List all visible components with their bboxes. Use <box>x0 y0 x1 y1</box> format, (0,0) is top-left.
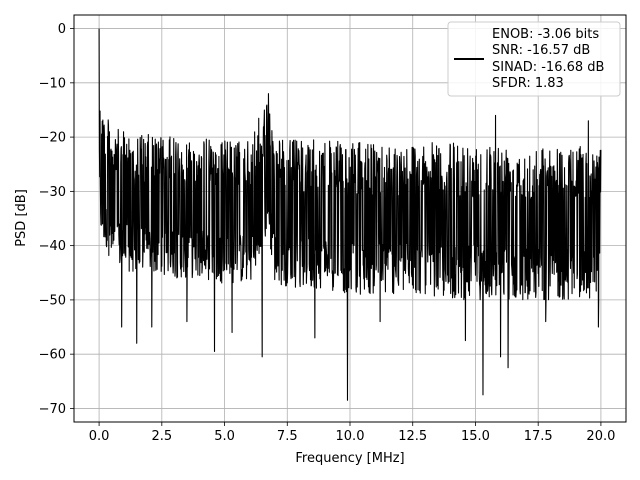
psd-series <box>98 28 602 401</box>
legend-sfdr: SFDR: 1.83 <box>492 76 564 91</box>
psd-line <box>98 28 602 401</box>
legend: ENOB: -3.06 bits SNR: -16.57 dB SINAD: -… <box>447 21 621 97</box>
y-tick-label: −60 <box>39 348 66 363</box>
x-tick-label: 17.5 <box>524 429 553 444</box>
x-tick-label: 0.0 <box>89 429 110 444</box>
y-axis-label: PSD [dB] <box>14 189 29 247</box>
legend-snr: SNR: -16.57 dB <box>492 43 590 58</box>
y-tick-label: −10 <box>39 76 66 91</box>
y-tick-label: −20 <box>39 131 66 146</box>
x-tick-label: 7.5 <box>277 429 298 444</box>
y-tick-label: −50 <box>39 293 66 308</box>
y-axis-ticks: 0 −10 −20 −30 −40 −50 −60 −70 <box>39 22 74 417</box>
plot-area <box>98 28 602 401</box>
y-tick-label: 0 <box>58 22 66 37</box>
y-tick-label: −30 <box>39 185 66 200</box>
legend-enob: ENOB: -3.06 bits <box>492 27 599 42</box>
y-tick-label: −40 <box>39 239 66 254</box>
y-tick-label: −70 <box>39 402 66 417</box>
legend-box <box>447 21 621 97</box>
x-axis-label: Frequency [MHz] <box>295 451 404 466</box>
x-tick-label: 2.5 <box>151 429 172 444</box>
x-axis-ticks: 0.0 2.5 5.0 7.5 10.0 12.5 15.0 17.5 20.0 <box>89 422 615 444</box>
legend-sinad: SINAD: -16.68 dB <box>492 60 604 75</box>
x-tick-label: 20.0 <box>586 429 615 444</box>
x-tick-label: 15.0 <box>461 429 490 444</box>
x-tick-label: 10.0 <box>336 429 365 444</box>
x-tick-label: 12.5 <box>398 429 427 444</box>
x-tick-label: 5.0 <box>214 429 235 444</box>
